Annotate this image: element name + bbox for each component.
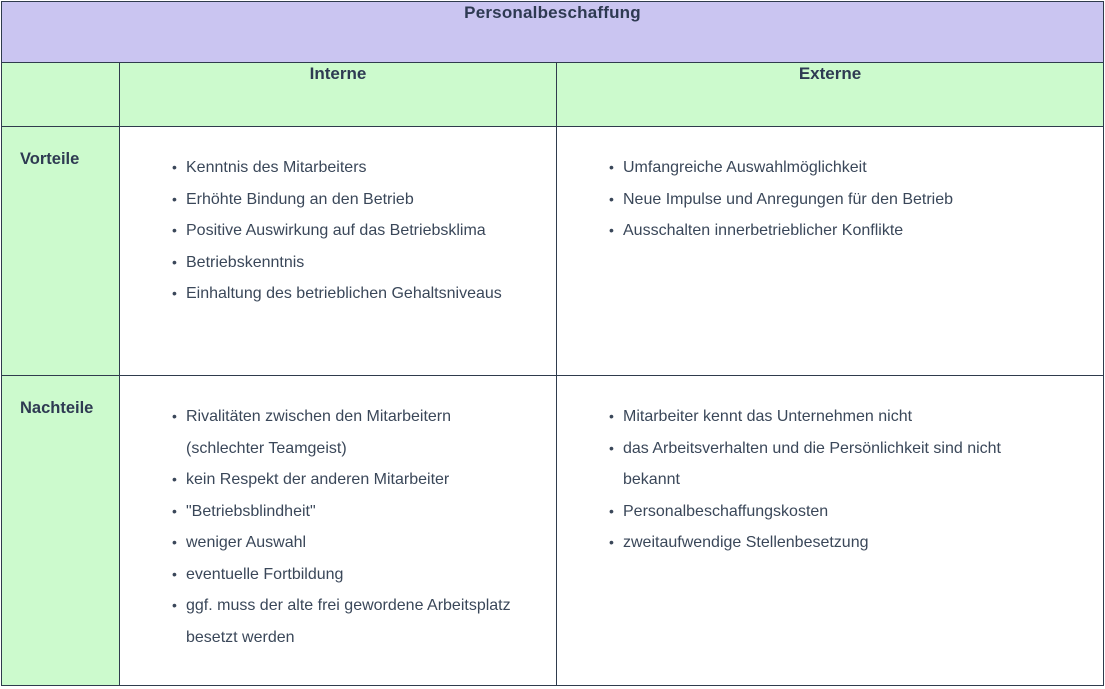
column-header-internal: Interne <box>119 62 557 127</box>
list-item: Neue Impulse und Anregungen für den Betr… <box>609 184 1058 216</box>
disadvantages-external-cell: Mitarbeiter kennt das Unternehmen nichtd… <box>555 375 1105 686</box>
disadvantages-internal-cell: Rivalitäten zwischen den Mitarbeitern (s… <box>119 375 557 686</box>
list-item: "Betriebsblindheit" <box>172 496 511 528</box>
advantages-internal-list: Kenntnis des MitarbeitersErhöhte Bindung… <box>172 152 511 310</box>
list-item: kein Respekt der anderen Mitarbeiter <box>172 464 511 496</box>
column-header-external: Externe <box>555 62 1105 127</box>
list-item: Erhöhte Bindung an den Betrieb <box>172 184 511 216</box>
row-label-advantages: Vorteile <box>1 126 120 376</box>
row-label-disadvantages: Nachteile <box>1 375 120 686</box>
list-item: eventuelle Fortbildung <box>172 559 511 591</box>
column-header-row: Interne Externe <box>1 62 1105 127</box>
table-title: Personalbeschaffung <box>0 1 1105 63</box>
table-title-row: Personalbeschaffung <box>0 1 1105 63</box>
list-item: Einhaltung des betrieblichen Gehaltsnive… <box>172 278 511 310</box>
list-item: Kenntnis des Mitarbeiters <box>172 152 511 184</box>
disadvantages-internal-list: Rivalitäten zwischen den Mitarbeitern (s… <box>172 401 511 653</box>
list-item: Umfangreiche Auswahlmöglichkeit <box>609 152 1058 184</box>
list-item: weniger Auswahl <box>172 527 511 559</box>
advantages-row: Vorteile Kenntnis des MitarbeitersErhöht… <box>1 126 1105 376</box>
list-item: Positive Auswirkung auf das Betriebsklim… <box>172 215 511 247</box>
advantages-external-cell: Umfangreiche AuswahlmöglichkeitNeue Impu… <box>555 126 1105 376</box>
advantages-external-list: Umfangreiche AuswahlmöglichkeitNeue Impu… <box>609 152 1058 247</box>
list-item: Ausschalten innerbetrieblicher Konflikte <box>609 215 1058 247</box>
corner-cell <box>1 62 120 127</box>
list-item: Mitarbeiter kennt das Unternehmen nicht <box>609 401 1058 433</box>
list-item: Rivalitäten zwischen den Mitarbeitern (s… <box>172 401 511 464</box>
list-item: Personalbeschaffungskosten <box>609 496 1058 528</box>
disadvantages-row: Nachteile Rivalitäten zwischen den Mitar… <box>1 375 1105 686</box>
list-item: das Arbeitsverhalten und die Persönlichk… <box>609 433 1058 496</box>
list-item: zweitaufwendige Stellenbesetzung <box>609 527 1058 559</box>
list-item: ggf. muss der alte frei gewordene Arbeit… <box>172 590 511 653</box>
list-item: Betriebskenntnis <box>172 247 511 279</box>
advantages-internal-cell: Kenntnis des MitarbeitersErhöhte Bindung… <box>119 126 557 376</box>
disadvantages-external-list: Mitarbeiter kennt das Unternehmen nichtd… <box>609 401 1058 559</box>
